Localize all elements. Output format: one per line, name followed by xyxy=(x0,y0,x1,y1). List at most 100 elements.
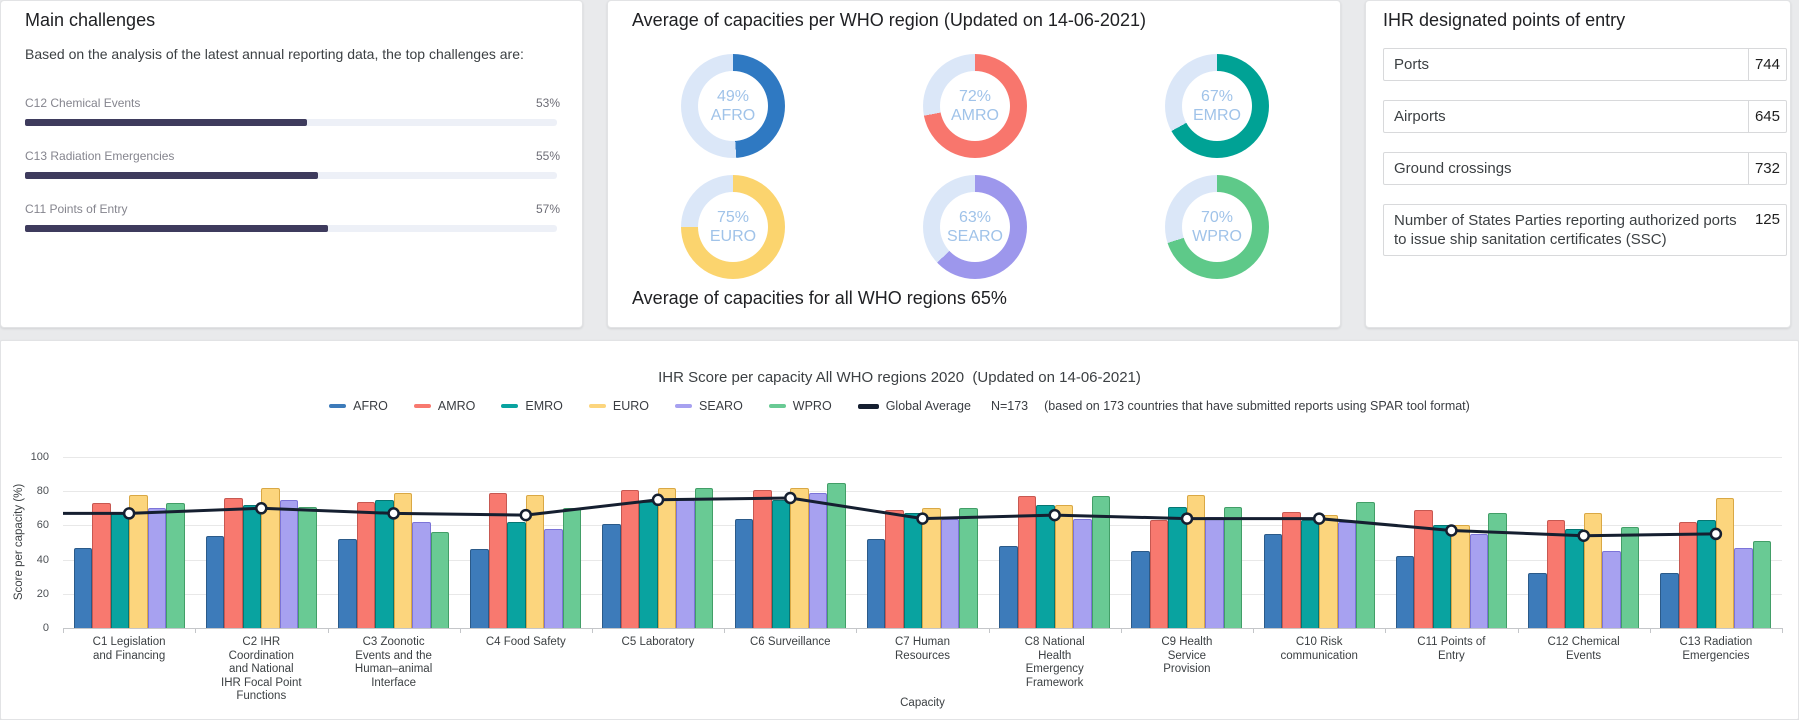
bar-euro[interactable] xyxy=(1715,498,1735,628)
category-label: C12 Chemical Events xyxy=(1547,636,1620,662)
bar-afro[interactable] xyxy=(1263,533,1283,628)
bar-afro[interactable] xyxy=(1528,573,1547,628)
bar-amro[interactable] xyxy=(488,492,508,628)
legend-item-emro[interactable]: EMRO xyxy=(501,399,563,413)
bar-emro[interactable] xyxy=(1432,525,1452,628)
bar-euro[interactable] xyxy=(261,487,280,628)
bar-searo[interactable] xyxy=(279,499,299,628)
bar-amro[interactable] xyxy=(1282,511,1301,628)
bar-emro[interactable] xyxy=(1697,520,1716,628)
legend-item-amro[interactable]: AMRO xyxy=(413,399,475,413)
bar-amro[interactable] xyxy=(356,501,376,628)
bar-searo[interactable] xyxy=(1602,551,1621,628)
category-label: C3 Zoonotic Events and the Human–animal … xyxy=(354,636,433,689)
challenge-bar-fill xyxy=(25,172,318,179)
bar-amro[interactable] xyxy=(1678,522,1698,628)
bar-emro[interactable] xyxy=(639,501,658,628)
bar-wpro[interactable] xyxy=(694,487,714,628)
bar-afro[interactable] xyxy=(470,549,489,628)
bar-amro[interactable] xyxy=(224,498,243,628)
donut-wpro[interactable]: 70% WPRO xyxy=(1165,175,1269,279)
poe-row-value: 744 xyxy=(1748,49,1786,80)
bar-emro[interactable] xyxy=(1565,528,1584,628)
legend-item-searo[interactable]: SEARO xyxy=(675,399,743,413)
bar-amro[interactable] xyxy=(1546,520,1566,628)
donut-afro[interactable]: 49% AFRO xyxy=(681,54,785,158)
bar-amro[interactable] xyxy=(92,503,111,628)
bar-group xyxy=(328,457,460,628)
bar-euro[interactable] xyxy=(129,494,148,628)
bar-amro[interactable] xyxy=(753,489,772,628)
bar-wpro[interactable] xyxy=(1223,506,1243,628)
bar-searo[interactable] xyxy=(1734,547,1753,628)
poe-row-value: 645 xyxy=(1748,101,1786,132)
x-axis-tick xyxy=(591,628,593,633)
bar-emro[interactable] xyxy=(771,499,791,628)
bar-euro[interactable] xyxy=(1583,513,1603,628)
bar-afro[interactable] xyxy=(73,547,93,628)
bar-afro[interactable] xyxy=(999,545,1018,628)
bar-euro[interactable] xyxy=(393,492,413,628)
legend-item-global-average[interactable]: Global Average xyxy=(857,399,971,413)
legend-item-wpro[interactable]: WPRO xyxy=(768,399,832,413)
legend-item-euro[interactable]: EURO xyxy=(588,399,649,413)
y-tick-label: 40 xyxy=(36,553,49,566)
bar-searo[interactable] xyxy=(1205,516,1224,628)
bar-afro[interactable] xyxy=(866,539,886,628)
bar-wpro[interactable] xyxy=(1752,540,1772,628)
bar-wpro[interactable] xyxy=(430,532,450,628)
bar-euro[interactable] xyxy=(1186,494,1206,628)
bar-euro[interactable] xyxy=(1319,515,1338,628)
bar-emro[interactable] xyxy=(903,513,923,628)
bar-emro[interactable] xyxy=(110,511,130,628)
bar-emro[interactable] xyxy=(1036,504,1055,628)
bar-euro[interactable] xyxy=(922,508,941,628)
bar-searo[interactable] xyxy=(676,499,695,628)
bar-wpro[interactable] xyxy=(166,503,185,628)
bar-euro[interactable] xyxy=(657,487,677,628)
bar-wpro[interactable] xyxy=(827,482,846,628)
bar-group xyxy=(1518,457,1650,628)
bar-wpro[interactable] xyxy=(1488,513,1507,628)
bar-amro[interactable] xyxy=(1017,496,1037,628)
bar-emro[interactable] xyxy=(1300,520,1320,628)
bar-afro[interactable] xyxy=(1660,573,1679,628)
bar-wpro[interactable] xyxy=(1356,501,1375,628)
donut-emro[interactable]: 67% EMRO xyxy=(1165,54,1269,158)
bar-searo[interactable] xyxy=(1469,533,1489,628)
bar-searo[interactable] xyxy=(1337,522,1357,628)
bar-searo[interactable] xyxy=(147,508,167,628)
bar-afro[interactable] xyxy=(338,539,357,628)
bar-afro[interactable] xyxy=(734,518,754,628)
bar-afro[interactable] xyxy=(205,535,225,628)
bar-afro[interactable] xyxy=(1131,551,1150,628)
bar-searo[interactable] xyxy=(412,522,431,628)
bar-emro[interactable] xyxy=(242,504,262,628)
bar-emro[interactable] xyxy=(507,522,526,628)
bar-searo[interactable] xyxy=(1073,518,1092,628)
donut-euro[interactable]: 75% EURO xyxy=(681,175,785,279)
bar-amro[interactable] xyxy=(1149,520,1169,628)
bar-amro[interactable] xyxy=(1414,510,1433,628)
donut-amro[interactable]: 72% AMRO xyxy=(923,54,1027,158)
legend-item-afro[interactable]: AFRO xyxy=(329,399,388,413)
bar-emro[interactable] xyxy=(375,499,394,628)
bar-searo[interactable] xyxy=(940,518,960,628)
bar-afro[interactable] xyxy=(1395,556,1415,628)
bar-wpro[interactable] xyxy=(298,506,317,628)
bar-wpro[interactable] xyxy=(959,508,978,628)
bar-wpro[interactable] xyxy=(1620,527,1640,628)
bar-searo[interactable] xyxy=(544,528,563,628)
donut-searo[interactable]: 63% SEARO xyxy=(923,175,1027,279)
bar-wpro[interactable] xyxy=(562,508,582,628)
bar-amro[interactable] xyxy=(885,510,904,628)
bar-euro[interactable] xyxy=(525,494,545,628)
bar-emro[interactable] xyxy=(1168,506,1187,628)
bar-afro[interactable] xyxy=(602,523,621,628)
bar-wpro[interactable] xyxy=(1091,496,1111,628)
bar-searo[interactable] xyxy=(808,492,828,628)
bar-amro[interactable] xyxy=(620,489,640,628)
bar-euro[interactable] xyxy=(1054,504,1074,628)
bar-euro[interactable] xyxy=(1451,525,1470,628)
bar-euro[interactable] xyxy=(790,487,809,628)
